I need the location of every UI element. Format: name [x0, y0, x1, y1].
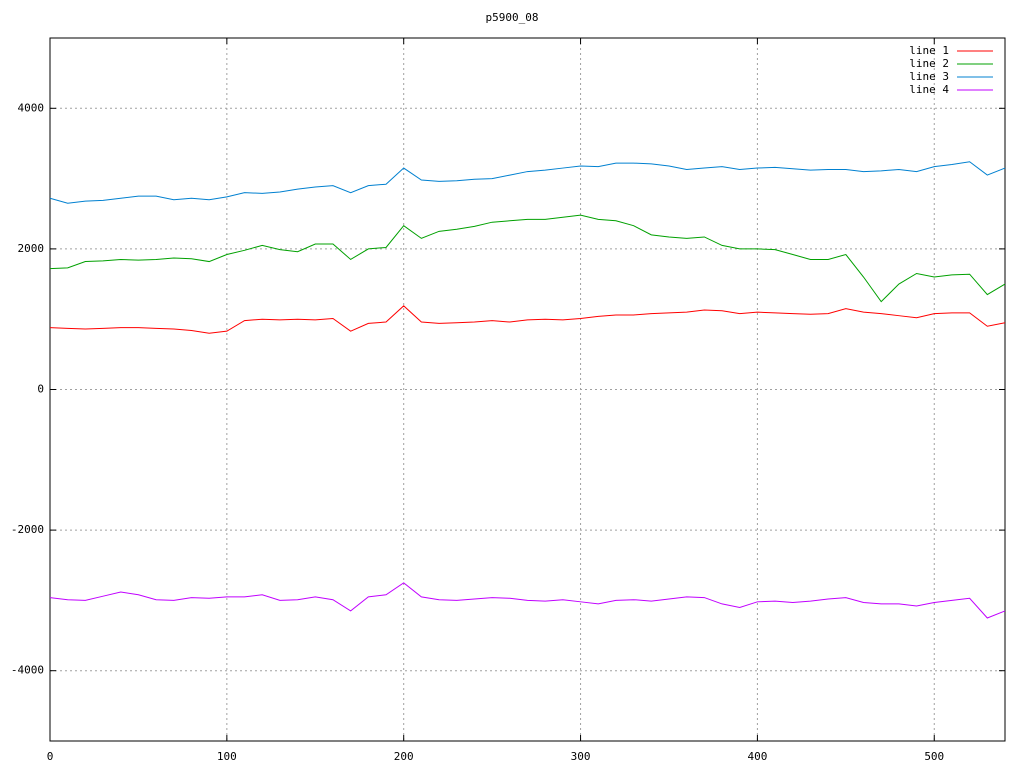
chart-title: p5900_08 [486, 11, 539, 24]
y-tick-label: -4000 [11, 664, 44, 677]
y-tick-label: 4000 [18, 101, 45, 114]
legend-label: line 3 [909, 70, 949, 83]
x-tick-label: 500 [924, 750, 944, 763]
plot-border [49, 37, 1006, 742]
legend-label: line 4 [909, 83, 949, 96]
series-line [49, 582, 1006, 619]
x-tick-label: 300 [571, 750, 591, 763]
y-tick-label: -2000 [11, 523, 44, 536]
x-tick-label: 100 [217, 750, 237, 763]
y-tick-label: 0 [37, 383, 44, 396]
series-line [49, 305, 1006, 334]
series-line [49, 161, 1006, 204]
legend-label: line 2 [909, 57, 949, 70]
x-tick-label: 0 [47, 750, 54, 763]
legend-label: line 1 [909, 44, 949, 57]
y-tick-label: 2000 [18, 242, 45, 255]
x-tick-label: 200 [394, 750, 414, 763]
series-line [49, 214, 1006, 303]
x-tick-label: 400 [747, 750, 767, 763]
